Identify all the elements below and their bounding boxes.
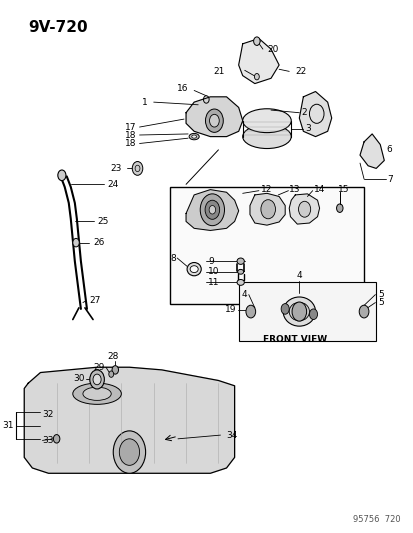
- Circle shape: [109, 371, 114, 377]
- Text: 10: 10: [208, 268, 219, 276]
- Ellipse shape: [191, 135, 196, 138]
- Text: 23: 23: [110, 164, 121, 173]
- Text: 17: 17: [125, 123, 137, 132]
- Ellipse shape: [187, 263, 201, 276]
- Ellipse shape: [73, 383, 121, 405]
- Ellipse shape: [289, 302, 309, 321]
- Polygon shape: [359, 134, 383, 168]
- Text: 26: 26: [93, 238, 104, 247]
- Text: 33: 33: [43, 436, 54, 445]
- Text: 9V-720: 9V-720: [28, 20, 88, 35]
- Circle shape: [253, 37, 259, 45]
- Text: 5: 5: [377, 298, 383, 307]
- Circle shape: [93, 374, 101, 385]
- Ellipse shape: [237, 279, 244, 285]
- Polygon shape: [238, 38, 278, 84]
- Ellipse shape: [190, 266, 198, 272]
- Text: 6: 6: [385, 146, 391, 155]
- Text: 27: 27: [89, 296, 100, 305]
- Circle shape: [209, 114, 219, 127]
- Text: 19: 19: [225, 305, 236, 314]
- Text: 30: 30: [73, 374, 85, 383]
- Circle shape: [298, 201, 310, 217]
- Circle shape: [280, 304, 289, 314]
- Circle shape: [309, 309, 317, 319]
- Text: 7: 7: [387, 174, 392, 183]
- Bar: [169, 187, 363, 304]
- Text: 11: 11: [208, 278, 219, 287]
- Polygon shape: [289, 194, 319, 224]
- Circle shape: [132, 161, 142, 175]
- Text: 22: 22: [294, 67, 306, 76]
- Text: 14: 14: [313, 185, 324, 194]
- Circle shape: [205, 109, 223, 132]
- Text: 12: 12: [260, 185, 272, 194]
- Polygon shape: [299, 92, 331, 136]
- Text: 20: 20: [266, 45, 278, 54]
- Circle shape: [73, 238, 79, 247]
- Text: 31: 31: [2, 421, 14, 430]
- Text: 29: 29: [94, 363, 105, 372]
- Circle shape: [209, 206, 215, 214]
- Text: 21: 21: [213, 67, 224, 76]
- Ellipse shape: [189, 133, 199, 140]
- Circle shape: [200, 194, 224, 225]
- Text: 9: 9: [208, 257, 214, 265]
- Circle shape: [336, 204, 342, 213]
- Text: 15: 15: [337, 185, 349, 194]
- Bar: [238, 282, 375, 341]
- Circle shape: [291, 302, 306, 321]
- Text: 5: 5: [377, 290, 383, 299]
- Text: 4: 4: [296, 271, 301, 280]
- Text: 4: 4: [241, 290, 247, 299]
- Polygon shape: [185, 97, 242, 136]
- Text: 18: 18: [125, 131, 137, 140]
- Circle shape: [58, 170, 66, 181]
- Text: 34: 34: [226, 431, 237, 440]
- Ellipse shape: [83, 387, 111, 400]
- Polygon shape: [185, 190, 238, 230]
- Ellipse shape: [237, 269, 243, 274]
- Text: 18: 18: [125, 139, 137, 148]
- Text: 32: 32: [43, 410, 54, 419]
- Text: 25: 25: [97, 217, 108, 226]
- Polygon shape: [249, 193, 285, 225]
- Text: 16: 16: [176, 84, 188, 93]
- Circle shape: [53, 434, 60, 443]
- Text: 8: 8: [170, 254, 176, 263]
- Circle shape: [260, 200, 275, 219]
- Circle shape: [112, 366, 118, 374]
- Circle shape: [204, 200, 219, 219]
- Polygon shape: [24, 367, 234, 473]
- Circle shape: [90, 370, 104, 389]
- Text: 3: 3: [305, 124, 311, 133]
- Text: 28: 28: [107, 352, 119, 361]
- Text: 13: 13: [289, 185, 300, 194]
- Text: 95756  720: 95756 720: [352, 515, 399, 523]
- Text: 2: 2: [301, 108, 306, 117]
- Text: 24: 24: [107, 180, 118, 189]
- Circle shape: [113, 431, 145, 473]
- Ellipse shape: [242, 109, 291, 133]
- Text: 1: 1: [142, 98, 147, 107]
- Ellipse shape: [242, 125, 291, 149]
- Ellipse shape: [237, 258, 244, 264]
- Circle shape: [358, 305, 368, 318]
- Text: FRONT VIEW: FRONT VIEW: [263, 335, 327, 344]
- Circle shape: [119, 439, 139, 465]
- Ellipse shape: [282, 297, 315, 326]
- Circle shape: [254, 74, 259, 80]
- Circle shape: [245, 305, 255, 318]
